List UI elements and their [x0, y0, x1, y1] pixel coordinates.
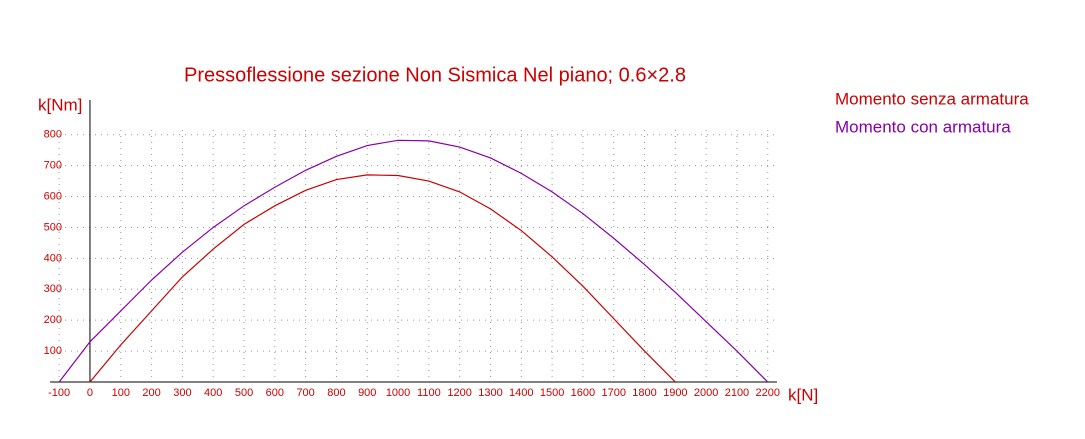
y-tick-label: 100 [44, 345, 62, 357]
y-tick-label: 600 [44, 190, 62, 202]
x-tick-label: 1500 [540, 387, 564, 399]
y-tick-label: 800 [44, 129, 62, 141]
x-tick-label: 300 [173, 387, 191, 399]
series-line [89, 174, 676, 383]
x-tick-label: 800 [327, 387, 345, 399]
y-tick-label: 500 [44, 221, 62, 233]
x-tick-label: 1000 [386, 387, 410, 399]
x-axis-label: k[N] [788, 385, 818, 404]
x-tick-label: 1400 [509, 387, 533, 399]
x-tick-label: 700 [296, 387, 314, 399]
x-tick-label: 1200 [447, 387, 471, 399]
x-tick-label: 1900 [663, 387, 687, 399]
y-tick-label: 700 [44, 160, 62, 172]
x-tick-label: 500 [235, 387, 253, 399]
y-tick-label: 400 [44, 252, 62, 264]
x-tick-label: 1300 [478, 387, 502, 399]
x-tick-label: 2000 [694, 387, 718, 399]
x-tick-label: 1700 [601, 387, 625, 399]
x-tick-label: 2100 [725, 387, 749, 399]
x-tick-label: 0 [87, 387, 93, 399]
chart-title: Pressoflessione sezione Non Sismica Nel … [184, 64, 686, 86]
y-tick-label: 300 [44, 283, 62, 295]
legend-entry: Momento con armatura [835, 117, 1011, 136]
x-tick-label: 600 [266, 387, 284, 399]
legend-entry: Momento senza armatura [835, 89, 1029, 108]
x-tick-label: -100 [48, 387, 70, 399]
x-tick-label: 200 [142, 387, 160, 399]
x-tick-label: 1100 [417, 387, 441, 399]
x-tick-label: 1800 [632, 387, 656, 399]
x-tick-label: 1600 [571, 387, 595, 399]
series-line [58, 139, 769, 383]
y-axis-label: k[Nm] [38, 95, 82, 114]
x-tick-label: 400 [204, 387, 222, 399]
x-tick-label: 100 [112, 387, 130, 399]
x-tick-label: 900 [358, 387, 376, 399]
x-tick-label: 2200 [756, 387, 780, 399]
y-tick-label: 200 [44, 314, 62, 326]
